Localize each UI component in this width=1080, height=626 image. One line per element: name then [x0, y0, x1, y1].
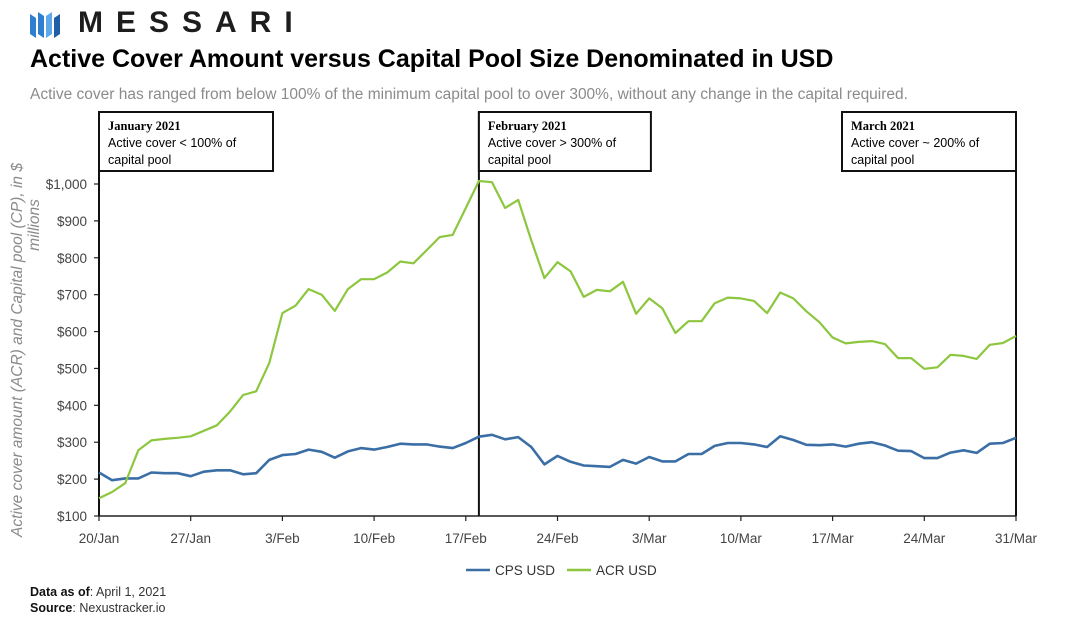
series-line-acr-usd: [98, 179, 1017, 500]
legend-item: CPS USD: [466, 563, 555, 578]
chart-title: Active Cover Amount versus Capital Pool …: [30, 45, 834, 73]
y-tick-label: $400: [57, 398, 87, 413]
annotation-1: January 2021 Active cover < 100% of capita…: [98, 111, 274, 516]
y-tick-label: $1,000: [46, 177, 87, 192]
annotation-text: Active cover > 300% of: [488, 136, 617, 150]
x-tick-label: 3/Feb: [265, 531, 300, 546]
annotation-text: capital pool: [851, 153, 914, 167]
y-tick-label: $900: [57, 214, 87, 229]
y-tick-label: $300: [57, 435, 87, 450]
chart-subtitle: Active cover has ranged from below 100% …: [30, 86, 908, 103]
legend-label: CPS USD: [495, 563, 555, 578]
y-axis-label: Active cover amount (ACR) and Capital po…: [9, 163, 43, 538]
series-lines: [98, 179, 1017, 500]
series-line-cps-usd: [98, 433, 1017, 482]
annotation-title: January 2021: [108, 119, 181, 133]
annotation-text: capital pool: [108, 153, 171, 167]
y-tick-label: $100: [57, 509, 87, 524]
y-tick-label: $800: [57, 251, 87, 266]
x-tick-label: 17/Mar: [812, 531, 855, 546]
annotation-text: Active cover ~ 200% of: [851, 136, 980, 150]
annotation-title: March 2021: [851, 119, 915, 133]
x-tick-label: 3/Mar: [632, 531, 667, 546]
x-tick-label: 27/Jan: [170, 531, 211, 546]
y-tick-label: $600: [57, 325, 87, 340]
y-tick-label: $500: [57, 361, 87, 376]
x-tick-label: 10/Mar: [720, 531, 763, 546]
annotation-box: [841, 111, 1017, 172]
legend: CPS USD ACR USD: [466, 563, 657, 578]
x-tick-label: 20/Jan: [79, 531, 120, 546]
brand: MESSARI: [30, 6, 306, 40]
x-tick-label: 10/Feb: [353, 531, 395, 546]
messari-logo-icon: [30, 12, 60, 38]
annotation-title: February 2021: [488, 119, 567, 133]
x-tick-label: 31/Mar: [995, 531, 1038, 546]
annotation-text: Active cover < 100% of: [108, 136, 237, 150]
legend-label: ACR USD: [596, 563, 657, 578]
annotation-box: [98, 111, 274, 172]
annotation-3: March 2021 Active cover ~ 200% of capital …: [841, 111, 1017, 516]
y-tick-label: $200: [57, 472, 87, 487]
y-tick-label: $700: [57, 288, 87, 303]
axes: $100 $200 $300 $400 $500 $600 $700 $800 $900 $1,0…: [9, 112, 1038, 546]
x-tick-label: 24/Feb: [536, 531, 578, 546]
brand-name: MESSARI: [78, 6, 306, 39]
footer: Data as of: April 1, 2021 Source: Nexust…: [30, 584, 166, 616]
data-as-of: Data as of: April 1, 2021: [30, 585, 167, 599]
annotation-box: [477, 111, 652, 172]
annotation-text: capital pool: [488, 153, 551, 167]
x-tick-label: 24/Mar: [903, 531, 946, 546]
legend-item: ACR USD: [567, 563, 657, 578]
annotation-2: February 2021 Active cover > 300% of capit…: [477, 111, 652, 516]
annotations: January 2021 Active cover < 100% of capita…: [98, 111, 1017, 516]
x-tick-label: 17/Feb: [445, 531, 487, 546]
source: Source: Nexustracker.io: [30, 601, 166, 615]
